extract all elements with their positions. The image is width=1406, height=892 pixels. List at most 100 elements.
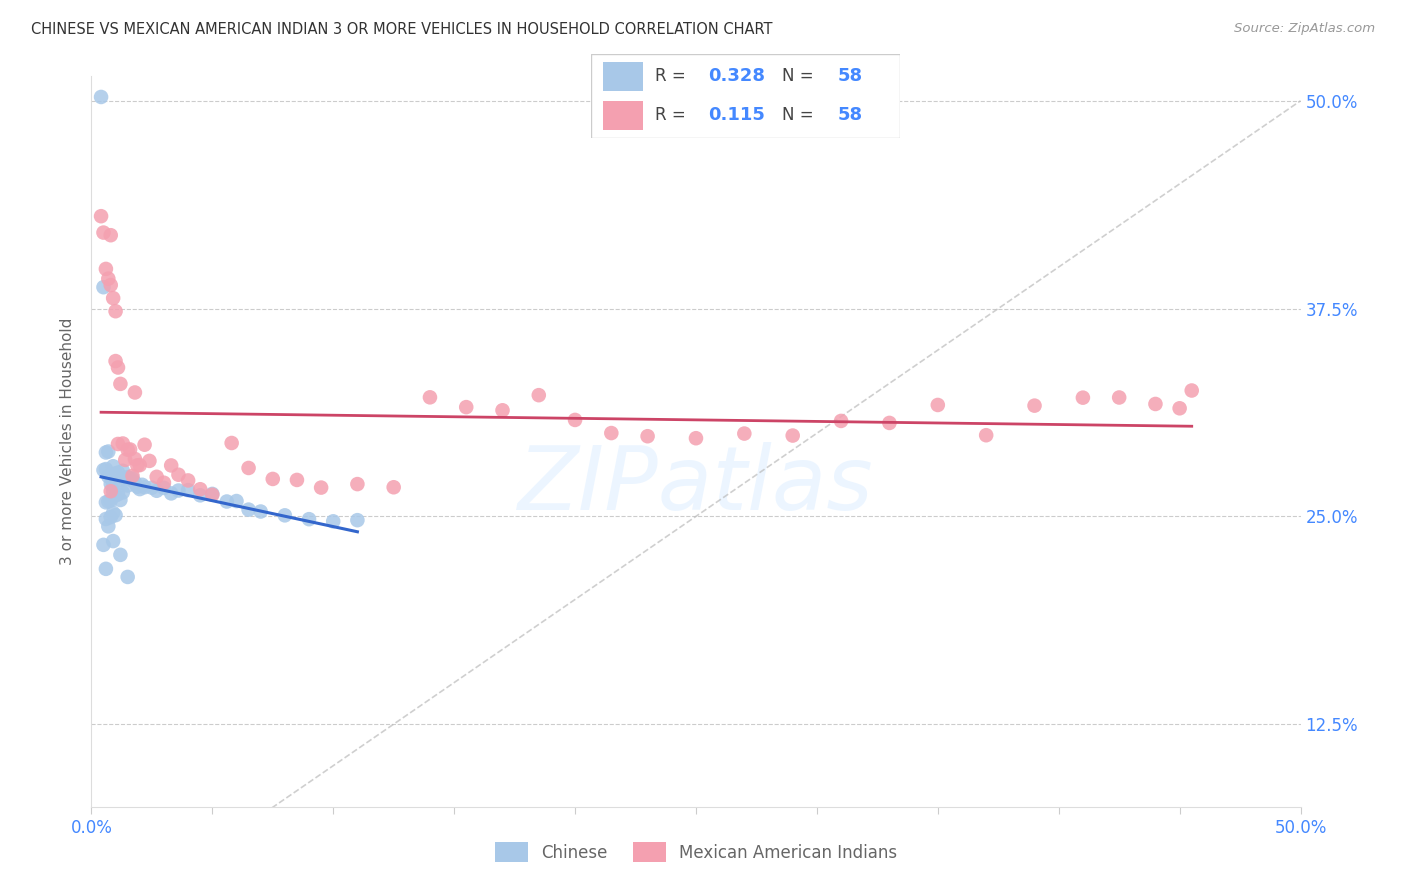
Point <box>733 426 755 441</box>
Point <box>128 458 150 472</box>
Point <box>527 388 550 402</box>
Point <box>285 473 308 487</box>
Point <box>124 475 146 490</box>
Point <box>127 480 149 494</box>
Point <box>107 487 129 501</box>
Point <box>1071 391 1094 405</box>
Point <box>637 429 659 443</box>
Legend: Chinese, Mexican American Indians: Chinese, Mexican American Indians <box>488 836 904 869</box>
Point <box>127 458 149 473</box>
Point <box>145 470 167 484</box>
Point <box>1168 401 1191 416</box>
Point <box>600 425 623 440</box>
Point <box>104 354 127 368</box>
Point <box>685 431 707 445</box>
Point <box>1108 391 1130 405</box>
Point <box>111 464 134 478</box>
Text: N =: N = <box>782 106 820 124</box>
Point <box>215 494 238 508</box>
Point <box>128 482 150 496</box>
Point <box>97 469 120 483</box>
Bar <box>603 62 643 91</box>
Point <box>225 494 247 508</box>
Text: R =: R = <box>655 68 692 86</box>
Point <box>90 90 112 104</box>
Point <box>97 444 120 458</box>
Point <box>94 495 117 509</box>
Point <box>110 548 132 562</box>
Point <box>110 493 132 508</box>
Point <box>101 459 124 474</box>
Point <box>100 510 122 524</box>
Point <box>419 390 441 404</box>
Point <box>94 562 117 576</box>
Point <box>111 485 134 500</box>
Point <box>117 478 139 492</box>
Point <box>117 570 139 584</box>
Text: 58: 58 <box>838 68 863 86</box>
Point <box>346 513 368 527</box>
Point <box>322 514 344 528</box>
Point <box>153 475 176 490</box>
Text: 0.115: 0.115 <box>709 106 765 124</box>
Point <box>177 474 200 488</box>
Point <box>262 472 284 486</box>
Point <box>93 538 115 552</box>
Text: ZIPatlas: ZIPatlas <box>519 442 873 528</box>
Point <box>104 304 127 318</box>
Point <box>100 484 122 499</box>
Point <box>101 475 124 490</box>
Point <box>274 508 297 523</box>
Text: Source: ZipAtlas.com: Source: ZipAtlas.com <box>1234 22 1375 36</box>
Point <box>782 428 804 442</box>
Point <box>117 470 139 484</box>
Point <box>100 476 122 491</box>
Point <box>94 261 117 276</box>
Point <box>104 488 127 502</box>
Point <box>120 473 142 487</box>
Point <box>114 453 136 467</box>
Text: CHINESE VS MEXICAN AMERICAN INDIAN 3 OR MORE VEHICLES IN HOUSEHOLD CORRELATION C: CHINESE VS MEXICAN AMERICAN INDIAN 3 OR … <box>31 22 772 37</box>
Point <box>110 473 132 487</box>
Point <box>141 481 163 495</box>
Point <box>134 438 156 452</box>
Point <box>93 226 115 240</box>
Point <box>100 228 122 243</box>
Y-axis label: 3 or more Vehicles in Household: 3 or more Vehicles in Household <box>60 318 76 566</box>
Point <box>188 482 211 496</box>
Point <box>382 480 405 494</box>
Point <box>564 413 586 427</box>
Point <box>221 436 243 450</box>
Point <box>309 481 332 495</box>
Point <box>830 414 852 428</box>
Point <box>90 209 112 223</box>
Point <box>111 436 134 450</box>
Point <box>879 416 901 430</box>
Point <box>104 467 127 481</box>
Point <box>249 504 271 518</box>
Point <box>121 472 143 486</box>
Point <box>491 403 513 417</box>
Point <box>138 454 160 468</box>
Point <box>114 471 136 485</box>
Point <box>1144 397 1167 411</box>
Point <box>153 481 176 495</box>
Point <box>167 483 190 498</box>
Point <box>117 442 139 457</box>
Text: 0.328: 0.328 <box>709 68 765 86</box>
Point <box>100 278 122 293</box>
Point <box>974 428 997 442</box>
Point <box>97 519 120 533</box>
Point <box>346 477 368 491</box>
Point <box>107 437 129 451</box>
Point <box>107 466 129 480</box>
Point <box>201 487 224 501</box>
Point <box>160 458 183 473</box>
Point <box>120 442 142 457</box>
Text: N =: N = <box>782 68 820 86</box>
Point <box>93 463 115 477</box>
Point <box>104 508 127 523</box>
Point <box>101 291 124 305</box>
Point <box>97 494 120 508</box>
Point <box>124 452 146 467</box>
